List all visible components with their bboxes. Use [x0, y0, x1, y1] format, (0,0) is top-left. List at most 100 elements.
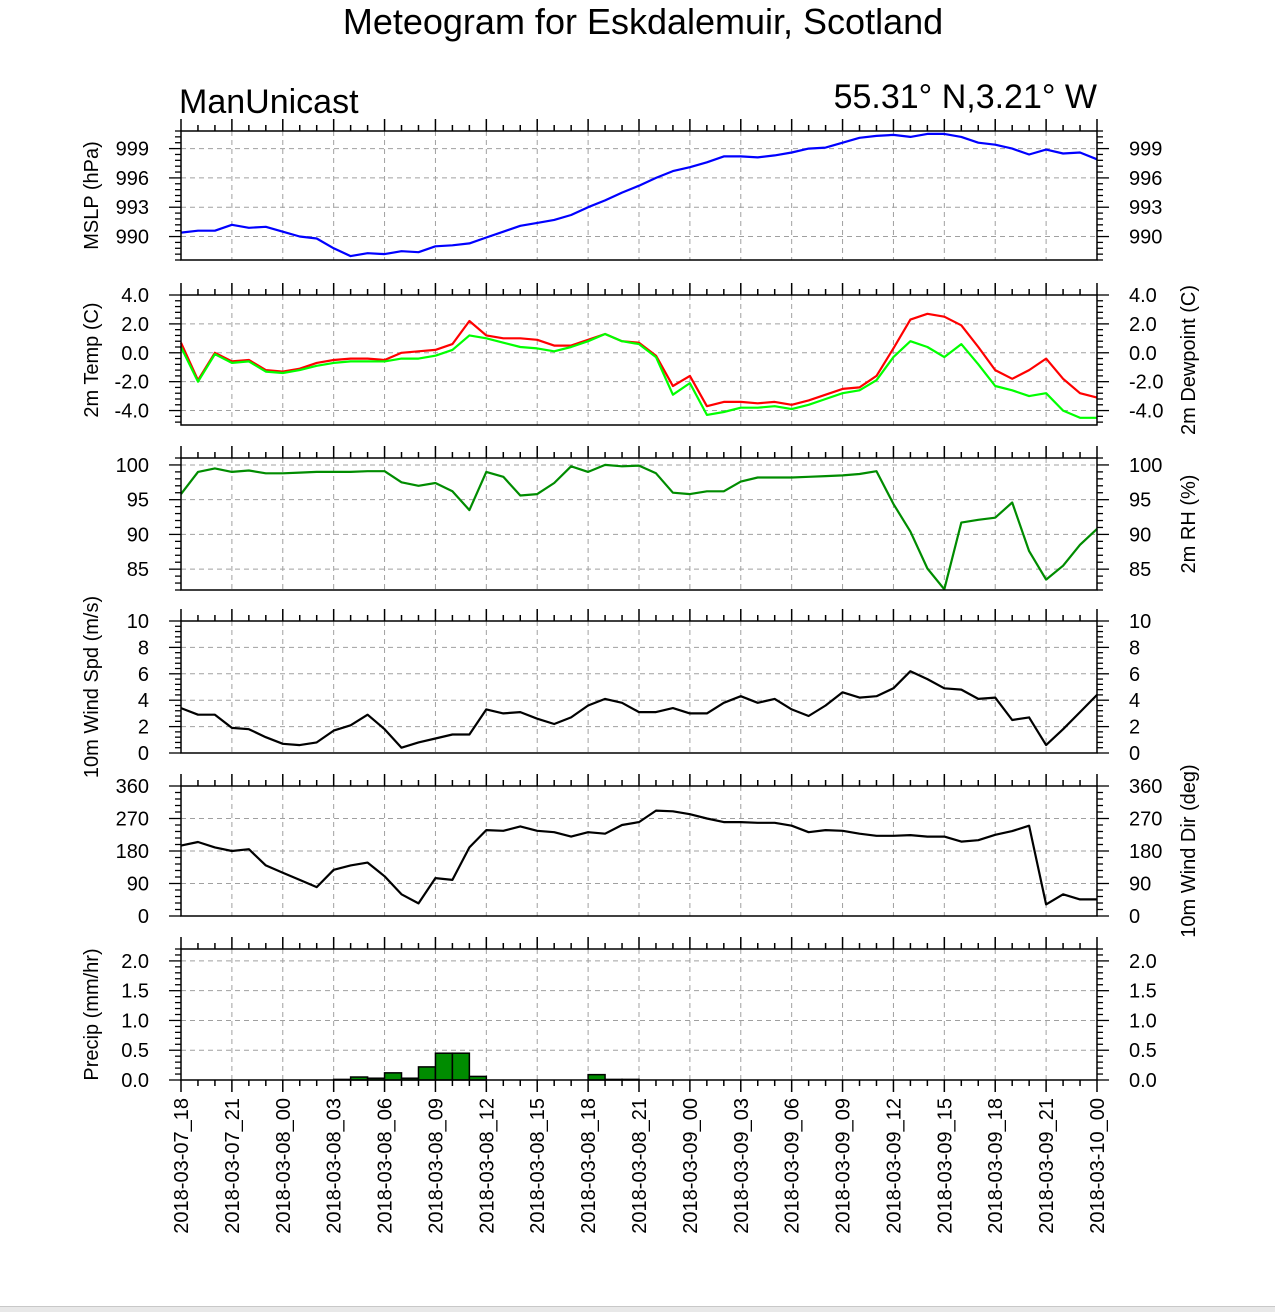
x-tick-label: 2018-03-08_09 — [425, 1098, 447, 1234]
panel-4: 0 0 2 2 4 4 6 6 8 8 10 10 10m Wind Spd (m/s) — [81, 596, 1151, 778]
y-tick-label-left: 1.5 — [121, 981, 149, 1003]
x-tick-label: 2018-03-08_21 — [629, 1098, 651, 1234]
x-tick-label: 2018-03-09_06 — [782, 1098, 804, 1234]
y-tick-label-right: 90 — [1129, 524, 1151, 546]
y-tick-label-left: 4 — [138, 690, 149, 712]
y-tick-label-left: 6 — [138, 664, 149, 686]
y-axis-label-right: 2m Dewpoint (C) — [1178, 285, 1200, 435]
y-tick-label-left: 90 — [127, 874, 149, 896]
x-tick-label: 2018-03-09_21 — [1036, 1098, 1058, 1234]
window-bottom-edge — [0, 1306, 1275, 1312]
y-tick-label-left: 990 — [116, 227, 149, 249]
chart-title: Meteogram for Eskdalemuir, Scotland — [343, 1, 943, 42]
y-tick-label-left: 0.0 — [121, 1070, 149, 1092]
x-tick-label: 2018-03-08_15 — [527, 1098, 549, 1234]
y-tick-label-right: 85 — [1129, 559, 1151, 581]
precip-bar — [587, 1073, 606, 1081]
y-tick-label-left: 999 — [116, 139, 149, 161]
y-tick-label-right: 2.0 — [1129, 951, 1157, 973]
y-tick-label-left: 0.5 — [121, 1040, 149, 1062]
y-tick-label-left: 8 — [138, 637, 149, 659]
y-tick-label-left: 993 — [116, 197, 149, 219]
precip-bar — [434, 1052, 454, 1081]
y-tick-label-left: -4.0 — [115, 401, 149, 423]
x-axis: 2018-03-07_18 2018-03-07_21 2018-03-08_00 2… — [171, 1098, 1109, 1234]
y-axis-label-right: 2m RH (%) — [1178, 475, 1200, 574]
y-tick-label-left: 2.0 — [121, 951, 149, 973]
y-tick-label-left: 1.0 — [121, 1010, 149, 1032]
x-tick-label: 2018-03-09_09 — [833, 1098, 855, 1234]
precip-bar — [451, 1052, 471, 1081]
y-tick-label-right: 996 — [1129, 168, 1162, 190]
y-tick-label-right: 6 — [1129, 664, 1140, 686]
x-tick-label: 2018-03-08_00 — [273, 1098, 295, 1234]
y-tick-label-right: 360 — [1129, 776, 1162, 798]
panel-5: 0 0 90 90 180 180 270 270 360 360 10m Wind Dir (de… — [116, 764, 1200, 937]
panel-2: -4.0 -4.0 -2.0 -2.0 0.0 0.0 2.0 2.0 4.0 4.0 2m Tem… — [81, 283, 1200, 435]
y-tick-label-right: 10 — [1129, 611, 1151, 633]
y-tick-label-right: 0 — [1129, 743, 1140, 765]
x-tick-label: 2018-03-08_12 — [476, 1098, 498, 1234]
x-tick-label: 2018-03-09_03 — [731, 1098, 753, 1234]
y-tick-label-left: 10 — [127, 611, 149, 633]
y-tick-label-left: -2.0 — [115, 372, 149, 394]
y-tick-label-left: 270 — [116, 809, 149, 831]
y-tick-label-left: 0.0 — [121, 343, 149, 365]
y-tick-label-left: 95 — [127, 490, 149, 512]
y-tick-label-left: 85 — [127, 559, 149, 581]
x-tick-label: 2018-03-09_15 — [934, 1098, 956, 1234]
y-tick-label-right: 1.5 — [1129, 981, 1157, 1003]
x-tick-label: 2018-03-09_00 — [680, 1098, 702, 1234]
y-tick-label-right: 8 — [1129, 637, 1140, 659]
x-tick-label: 2018-03-08_18 — [578, 1098, 600, 1234]
x-tick-label: 2018-03-07_18 — [171, 1098, 193, 1234]
y-tick-label-right: 0 — [1129, 906, 1140, 928]
y-axis-label-left: 2m Temp (C) — [81, 302, 103, 417]
x-tick-label: 2018-03-07_21 — [222, 1098, 244, 1234]
y-tick-label-right: 180 — [1129, 841, 1162, 863]
panel-3: 85 85 90 90 95 95 100 100 2m RH (%) — [116, 446, 1200, 591]
y-tick-label-left: 180 — [116, 841, 149, 863]
y-axis-label-left: Precip (mm/hr) — [81, 948, 103, 1080]
y-tick-label-left: 996 — [116, 168, 149, 190]
x-tick-label: 2018-03-09_18 — [985, 1098, 1007, 1234]
y-tick-label-right: 0.0 — [1129, 1070, 1157, 1092]
y-tick-label-left: 100 — [116, 455, 149, 477]
y-tick-label-left: 2.0 — [121, 314, 149, 336]
model-label: ManUnicast — [179, 83, 359, 121]
y-tick-label-right: 4 — [1129, 690, 1140, 712]
x-tick-label: 2018-03-09_12 — [883, 1098, 905, 1234]
y-tick-label-right: 0.5 — [1129, 1040, 1157, 1062]
y-tick-label-right: -4.0 — [1129, 401, 1163, 423]
y-tick-label-right: 999 — [1129, 139, 1162, 161]
series-line-temp — [179, 312, 1098, 408]
x-tick-label: 2018-03-08_06 — [375, 1098, 397, 1234]
y-tick-label-left: 2 — [138, 717, 149, 739]
y-tick-label-right: 993 — [1129, 197, 1162, 219]
y-tick-label-left: 90 — [127, 524, 149, 546]
y-tick-label-right: 1.0 — [1129, 1010, 1157, 1032]
y-tick-label-right: 270 — [1129, 809, 1162, 831]
x-tick-label: 2018-03-10_00 — [1087, 1098, 1109, 1234]
series-line-mslp — [180, 132, 1098, 258]
precip-bar — [417, 1066, 437, 1081]
panel-6: 0.0 0.0 0.5 0.5 1.0 1.0 1.5 1.5 2.0 2.0 Precip (mm… — [81, 937, 1157, 1092]
x-tick-label: 2018-03-08_03 — [324, 1098, 346, 1234]
y-tick-label-right: 2 — [1129, 717, 1140, 739]
y-axis-label-left: 10m Wind Spd (m/s) — [81, 596, 103, 778]
series-line-wind — [180, 809, 1097, 906]
series-line-wind — [180, 670, 1098, 749]
location-label: 55.31° N,3.21° W — [834, 78, 1097, 116]
panel-1: 990 990 993 993 996 996 999 999 MSLP (hPa) — [81, 119, 1162, 261]
precip-bar — [383, 1072, 403, 1081]
y-tick-label-left: 4.0 — [121, 285, 149, 307]
y-tick-label-right: 4.0 — [1129, 285, 1157, 307]
y-tick-label-right: 95 — [1129, 490, 1151, 512]
y-axis-label-left: MSLP (hPa) — [81, 141, 103, 250]
y-tick-label-right: 2.0 — [1129, 314, 1157, 336]
y-tick-label-right: 90 — [1129, 874, 1151, 896]
series-line-dewpoint — [180, 332, 1097, 419]
y-tick-label-right: 100 — [1129, 455, 1162, 477]
